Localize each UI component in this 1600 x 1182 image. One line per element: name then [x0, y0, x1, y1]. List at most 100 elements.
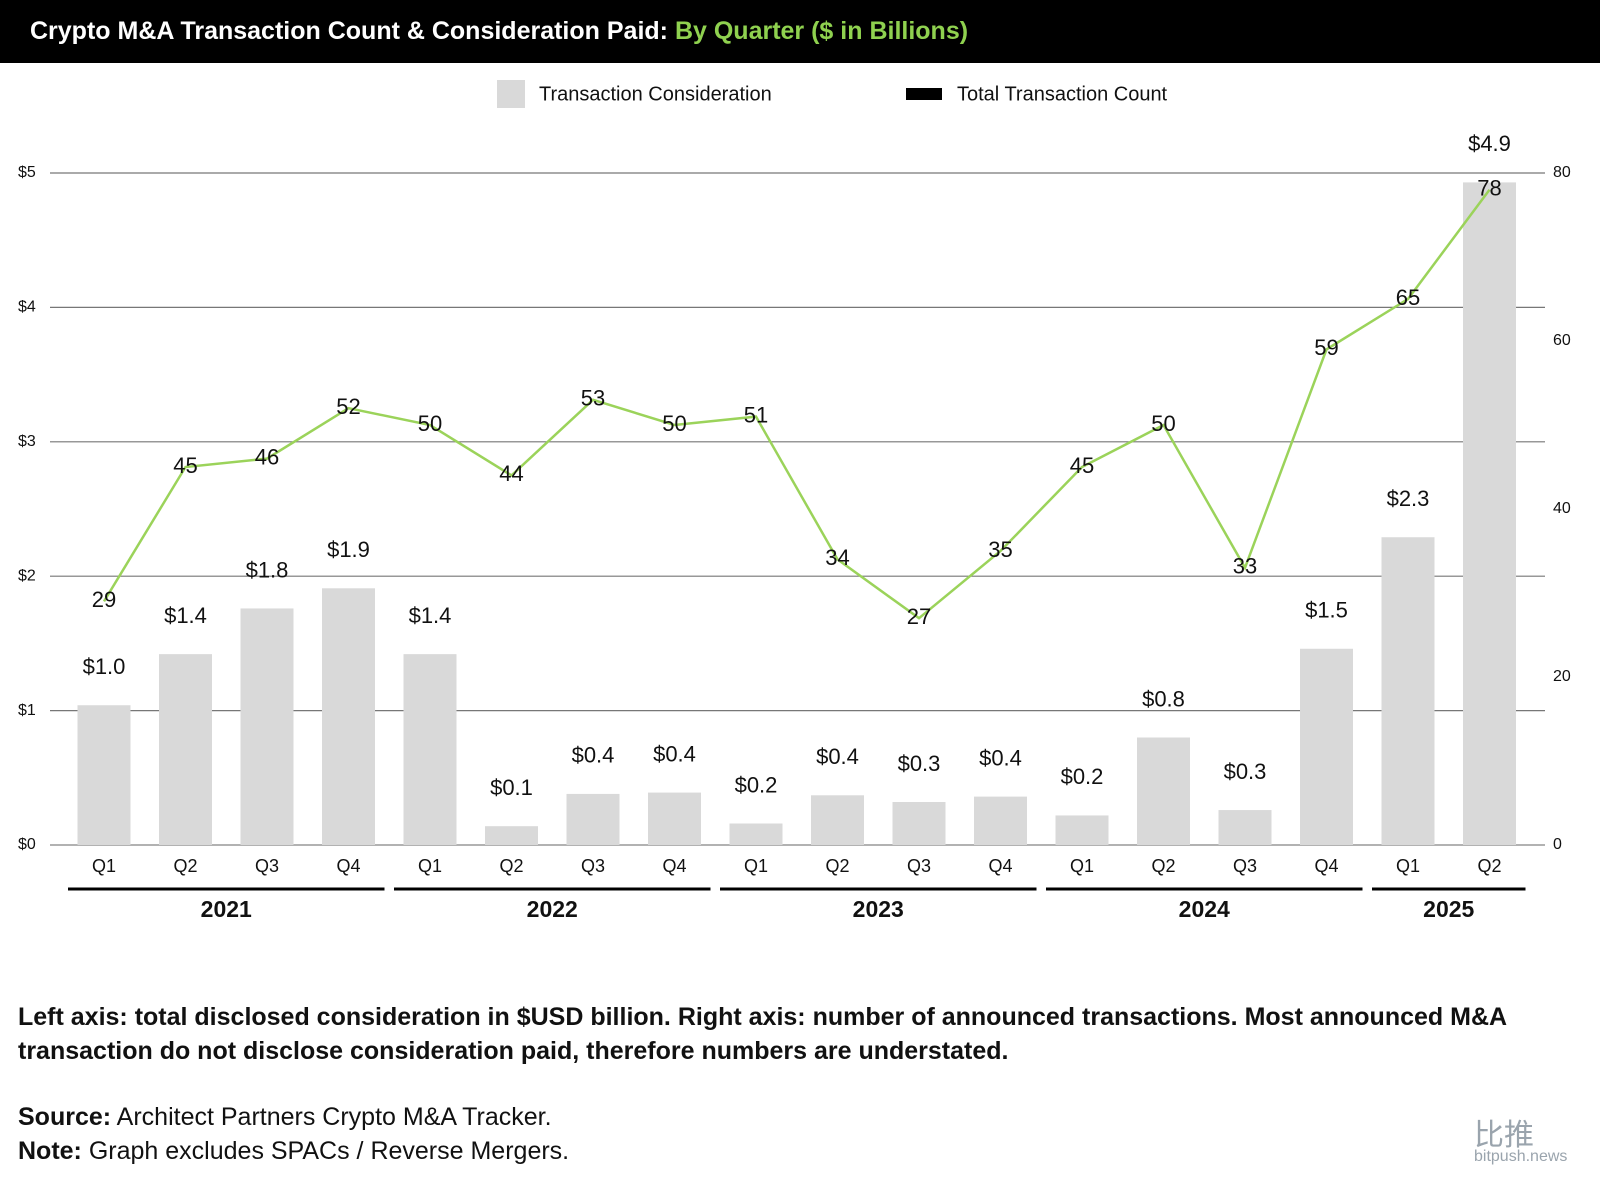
group-label: 2024: [1179, 896, 1230, 922]
x-tick-label: Q2: [173, 856, 197, 876]
x-tick-label: Q2: [499, 856, 523, 876]
legend-swatch: [497, 80, 525, 108]
bar: [1463, 182, 1516, 845]
x-tick-label: Q4: [336, 856, 360, 876]
bar: [566, 793, 620, 845]
line-value-label: 33: [1233, 554, 1257, 579]
x-tick-label: Q1: [1070, 856, 1094, 876]
watermark-url: bitpush.news: [1474, 1148, 1568, 1165]
line-value-label: 50: [418, 411, 442, 436]
bar: [1137, 737, 1190, 845]
y2-tick-label: 20: [1553, 668, 1571, 685]
chart-title: Crypto M&A Transaction Count & Considera…: [30, 17, 968, 45]
note: Note: Graph excludes SPACs / Reverse Mer…: [18, 1134, 1518, 1168]
bar: [811, 795, 864, 845]
line-value-label: 65: [1396, 285, 1420, 310]
line-value-label: 45: [173, 453, 197, 478]
x-tick-label: Q4: [988, 856, 1012, 876]
y-tick-label: $4: [18, 299, 36, 316]
line-value-label: 52: [336, 394, 360, 419]
bar: [729, 823, 783, 845]
x-tick-label: Q4: [1314, 856, 1338, 876]
title-main: Crypto M&A Transaction Count & Considera…: [30, 17, 668, 45]
bar: [892, 801, 946, 845]
watermark: 比推: [1474, 1119, 1534, 1152]
bar-value-label: $0.3: [898, 751, 941, 776]
bar-value-label: $0.4: [816, 744, 859, 769]
title-highlight: By Quarter ($ in Billions): [675, 17, 968, 45]
line-value-label: 53: [581, 386, 605, 411]
bar: [403, 654, 457, 845]
x-tick-label: Q2: [1477, 856, 1501, 876]
group-label: 2023: [853, 896, 904, 922]
bar-value-label: $2.3: [1387, 486, 1430, 511]
line-value-label: 50: [662, 411, 686, 436]
legend-label: Transaction Consideration: [539, 83, 772, 105]
line-value-label: 50: [1151, 411, 1175, 436]
line-value-label: 27: [907, 604, 931, 629]
y-tick-label: $2: [18, 567, 36, 584]
legend-swatch: [906, 88, 942, 100]
bar-value-label: $1.0: [83, 654, 126, 679]
line-value-label: 45: [1070, 453, 1094, 478]
group-label: 2022: [527, 896, 578, 922]
x-tick-label: Q3: [1233, 856, 1257, 876]
y-tick-label: $3: [18, 433, 36, 450]
line-value-label: 46: [255, 444, 279, 469]
line-value-label: 34: [825, 545, 849, 570]
line-value-label: 59: [1314, 335, 1338, 360]
x-tick-label: Q4: [662, 856, 686, 876]
x-tick-label: Q2: [1151, 856, 1175, 876]
bar: [240, 608, 294, 845]
bar: [485, 826, 538, 845]
legend-label: Total Transaction Count: [957, 83, 1168, 105]
y-tick-label: $1: [18, 702, 36, 719]
line-value-label: 78: [1477, 176, 1501, 201]
bar-value-label: $1.4: [409, 603, 452, 628]
chart: Crypto M&A Transaction Count & Considera…: [0, 0, 1600, 922]
y2-tick-label: 80: [1553, 164, 1571, 181]
bar-value-label: $1.4: [164, 603, 207, 628]
bar: [1300, 648, 1353, 845]
bar: [1055, 815, 1109, 845]
note-label: Note:: [18, 1137, 82, 1165]
line-value-label: 35: [988, 537, 1012, 562]
x-tick-label: Q1: [92, 856, 116, 876]
line-value-label: 44: [499, 461, 523, 486]
bar-value-label: $0.2: [735, 772, 778, 797]
footnote: Left axis: total disclosed consideration…: [18, 1003, 1507, 1065]
line-value-label: 29: [92, 587, 116, 612]
line: [102, 189, 1491, 620]
x-tick-label: Q3: [255, 856, 279, 876]
x-tick-label: Q3: [907, 856, 931, 876]
y2-tick-label: 0: [1553, 836, 1562, 853]
bar: [1218, 810, 1272, 845]
bar-value-label: $0.3: [1224, 759, 1267, 784]
bar-value-label: $0.4: [979, 745, 1022, 770]
bar-value-label: $0.2: [1061, 764, 1104, 789]
bar-value-label: $4.9: [1468, 131, 1511, 156]
bar-value-label: $1.8: [246, 557, 289, 582]
bar-value-label: $1.9: [327, 537, 370, 562]
bar: [159, 654, 212, 845]
group-label: 2025: [1423, 896, 1474, 922]
title-bar: [0, 0, 1600, 63]
bar: [648, 792, 701, 845]
y2-tick-label: 60: [1553, 332, 1571, 349]
source-label: Source:: [18, 1103, 112, 1131]
bar-value-label: $0.1: [490, 775, 533, 800]
line-value-label: 51: [744, 402, 768, 427]
bar: [974, 796, 1027, 845]
y-tick-label: $5: [18, 164, 36, 181]
source-text: Architect Partners Crypto M&A Tracker.: [116, 1103, 552, 1131]
x-tick-label: Q1: [418, 856, 442, 876]
group-label: 2021: [201, 896, 252, 922]
y2-tick-label: 40: [1553, 500, 1571, 517]
bar: [322, 588, 375, 845]
bar: [77, 705, 131, 845]
source: Source: Architect Partners Crypto M&A Tr…: [18, 1100, 1518, 1134]
bar-value-label: $0.4: [572, 743, 615, 768]
note-text: Graph excludes SPACs / Reverse Mergers.: [88, 1137, 570, 1165]
bar-value-label: $0.4: [653, 741, 696, 766]
